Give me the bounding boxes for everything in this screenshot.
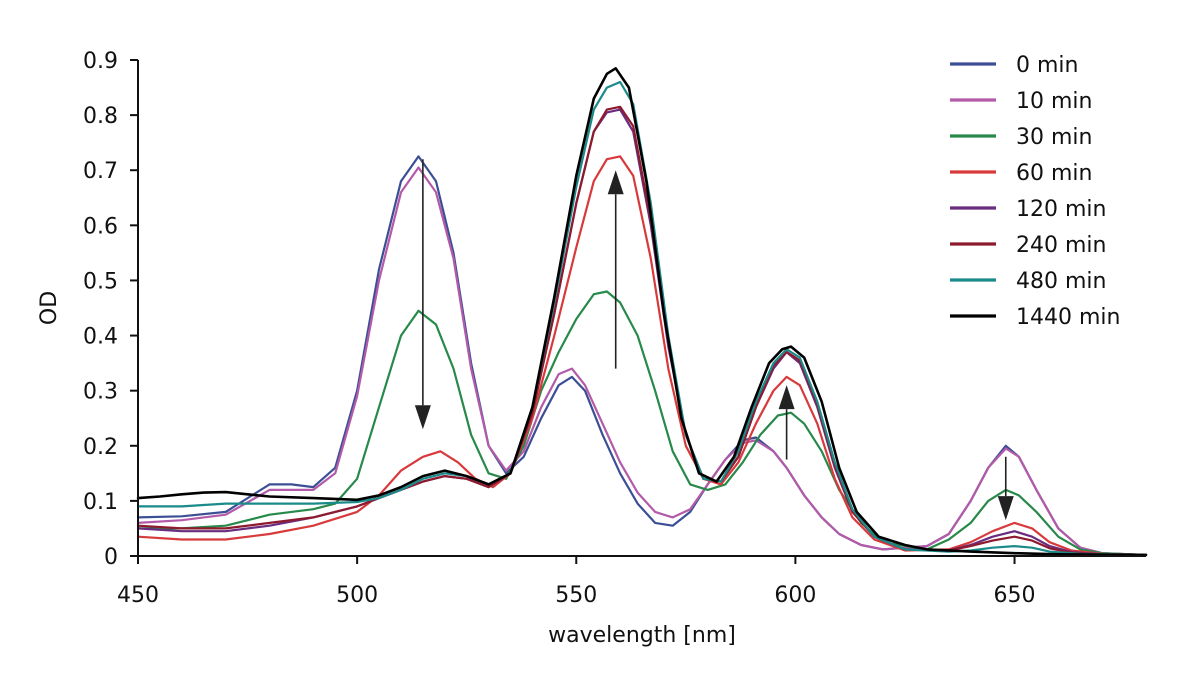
x-axis-ticks: 450 500 550 600 650 (117, 556, 1036, 608)
x-tick-label: 650 (994, 583, 1036, 608)
y-tick-label: 0.6 (83, 214, 118, 239)
y-tick-label: 0.9 (83, 49, 118, 74)
legend-item: 480 min (950, 269, 1106, 294)
legend-label: 0 min (1016, 53, 1078, 78)
legend-item: 60 min (950, 161, 1092, 186)
x-tick-label: 450 (117, 583, 159, 608)
y-tick-label: 0.2 (83, 435, 118, 460)
x-tick-label: 600 (774, 583, 816, 608)
series-line-1440-min (136, 67, 1148, 557)
legend-label: 120 min (1016, 197, 1106, 222)
x-tick-label: 550 (555, 583, 597, 608)
y-tick-label: 0.8 (83, 104, 118, 129)
legend-item: 1440 min (950, 305, 1120, 330)
annotation-layer (414, 159, 1014, 521)
y-tick-label: 0.1 (83, 490, 118, 515)
legend-label: 10 min (1016, 89, 1092, 114)
plot-area: 450 500 550 600 650 0 0.1 0.2 0.3 0.4 0.5 0.6 0.7 0.… (83, 49, 1148, 608)
legend-label: 30 min (1016, 125, 1092, 150)
legend-item: 0 min (950, 53, 1078, 78)
arrow-up-559 (607, 170, 624, 369)
y-tick-label: 0.4 (83, 325, 118, 350)
legend-item: 240 min (950, 233, 1106, 258)
y-tick-label: 0.7 (83, 159, 118, 184)
y-axis-ticks: 0 0.1 0.2 0.3 0.4 0.5 0.6 0.7 0.8 0.9 (83, 49, 138, 570)
legend-label: 60 min (1016, 161, 1092, 186)
legend-label: 240 min (1016, 233, 1106, 258)
x-tick-label: 500 (336, 583, 378, 608)
legend-item: 10 min (950, 89, 1092, 114)
y-axis-title: OD (37, 291, 62, 325)
series-line-30-min (136, 290, 1148, 556)
x-axis-title: wavelength [nm] (548, 623, 736, 648)
legend-label: 480 min (1016, 269, 1106, 294)
legend-item: 30 min (950, 125, 1092, 150)
legend: 0 min 10 min 30 min 60 min 120 min 240 min 480… (950, 53, 1120, 330)
series-line-240-min (136, 105, 1148, 556)
y-tick-label: 0.5 (83, 269, 118, 294)
arrow-down-515 (414, 159, 431, 430)
y-tick-label: 0.3 (83, 380, 118, 405)
legend-label: 1440 min (1016, 305, 1120, 330)
arrow-up-598 (778, 385, 795, 460)
series-layer (136, 67, 1148, 557)
series-line-10-min (136, 166, 1148, 556)
legend-item: 120 min (950, 197, 1106, 222)
arrow-down-648 (997, 456, 1014, 521)
series-line-60-min (136, 155, 1148, 556)
y-tick-label: 0 (104, 545, 118, 570)
